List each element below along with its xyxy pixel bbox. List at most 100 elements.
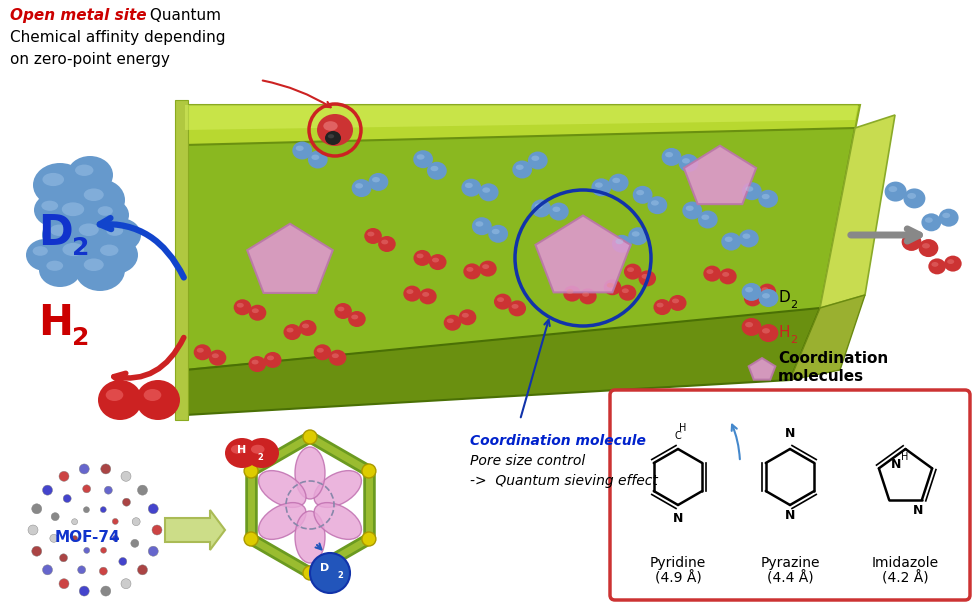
Ellipse shape <box>758 190 778 208</box>
Ellipse shape <box>642 274 649 279</box>
Ellipse shape <box>144 389 162 401</box>
Ellipse shape <box>323 121 338 131</box>
Ellipse shape <box>925 217 933 223</box>
Text: Quantum: Quantum <box>145 8 221 23</box>
Ellipse shape <box>33 163 87 207</box>
Ellipse shape <box>43 173 64 186</box>
Ellipse shape <box>258 503 306 539</box>
Circle shape <box>148 504 158 514</box>
Ellipse shape <box>84 259 104 271</box>
Ellipse shape <box>364 228 382 244</box>
Ellipse shape <box>251 445 265 454</box>
Circle shape <box>100 464 111 474</box>
Ellipse shape <box>745 287 753 292</box>
Ellipse shape <box>665 152 673 157</box>
Ellipse shape <box>661 148 682 166</box>
Ellipse shape <box>317 348 323 353</box>
Ellipse shape <box>417 154 425 160</box>
Circle shape <box>100 586 111 596</box>
Ellipse shape <box>62 243 84 256</box>
Ellipse shape <box>549 203 569 221</box>
Ellipse shape <box>67 156 113 194</box>
Circle shape <box>244 532 258 546</box>
Circle shape <box>310 553 350 593</box>
Ellipse shape <box>627 267 634 272</box>
Ellipse shape <box>904 188 925 209</box>
Ellipse shape <box>582 292 589 297</box>
Circle shape <box>137 485 147 495</box>
Circle shape <box>72 518 78 525</box>
Ellipse shape <box>136 380 180 420</box>
Ellipse shape <box>698 210 718 229</box>
Text: D: D <box>38 212 73 254</box>
Circle shape <box>32 504 42 514</box>
Ellipse shape <box>53 233 107 277</box>
Circle shape <box>112 535 119 541</box>
Circle shape <box>362 464 376 478</box>
Ellipse shape <box>944 256 961 271</box>
Circle shape <box>131 539 139 547</box>
Ellipse shape <box>334 303 352 319</box>
Polygon shape <box>684 146 756 204</box>
Text: Coordination molecule: Coordination molecule <box>470 434 646 448</box>
Text: Coordination: Coordination <box>778 351 888 366</box>
Polygon shape <box>185 128 855 370</box>
Ellipse shape <box>292 142 312 159</box>
Ellipse shape <box>907 193 916 199</box>
Ellipse shape <box>580 289 597 304</box>
Circle shape <box>100 547 106 553</box>
Circle shape <box>43 565 53 575</box>
Ellipse shape <box>295 511 325 563</box>
Ellipse shape <box>762 287 768 292</box>
Circle shape <box>152 525 162 535</box>
Circle shape <box>100 507 106 512</box>
Text: (4.4 Å): (4.4 Å) <box>767 572 813 586</box>
Ellipse shape <box>194 344 211 361</box>
Ellipse shape <box>744 290 762 306</box>
Ellipse shape <box>632 231 640 237</box>
Ellipse shape <box>47 260 63 271</box>
Circle shape <box>72 536 78 542</box>
Text: Open metal site: Open metal site <box>10 8 147 23</box>
Ellipse shape <box>328 134 334 138</box>
Ellipse shape <box>531 199 551 217</box>
Ellipse shape <box>91 199 129 231</box>
Ellipse shape <box>741 283 762 301</box>
Ellipse shape <box>747 294 754 299</box>
Ellipse shape <box>417 254 424 258</box>
Ellipse shape <box>368 173 389 191</box>
Ellipse shape <box>245 438 279 468</box>
Ellipse shape <box>492 229 500 234</box>
Polygon shape <box>247 224 333 293</box>
Ellipse shape <box>464 264 481 279</box>
Ellipse shape <box>482 264 489 269</box>
Ellipse shape <box>683 201 702 220</box>
Polygon shape <box>536 215 630 292</box>
Ellipse shape <box>50 224 68 236</box>
Ellipse shape <box>106 226 123 236</box>
Ellipse shape <box>472 217 492 235</box>
Ellipse shape <box>296 146 304 151</box>
Ellipse shape <box>591 178 612 196</box>
Circle shape <box>148 546 158 556</box>
Ellipse shape <box>609 174 628 192</box>
Ellipse shape <box>41 201 58 211</box>
Ellipse shape <box>669 295 687 311</box>
Ellipse shape <box>299 320 317 336</box>
Ellipse shape <box>759 324 778 342</box>
Ellipse shape <box>739 229 759 248</box>
Ellipse shape <box>231 445 244 454</box>
Ellipse shape <box>106 389 124 401</box>
Ellipse shape <box>381 240 389 245</box>
Circle shape <box>43 485 53 495</box>
Text: H: H <box>38 302 73 344</box>
Ellipse shape <box>942 213 951 218</box>
Ellipse shape <box>92 236 138 274</box>
Text: D: D <box>320 563 329 573</box>
Text: Pyrazine: Pyrazine <box>761 556 820 570</box>
Ellipse shape <box>406 289 413 294</box>
Ellipse shape <box>429 254 446 270</box>
Ellipse shape <box>197 348 204 353</box>
Ellipse shape <box>348 311 365 327</box>
Ellipse shape <box>84 188 104 201</box>
